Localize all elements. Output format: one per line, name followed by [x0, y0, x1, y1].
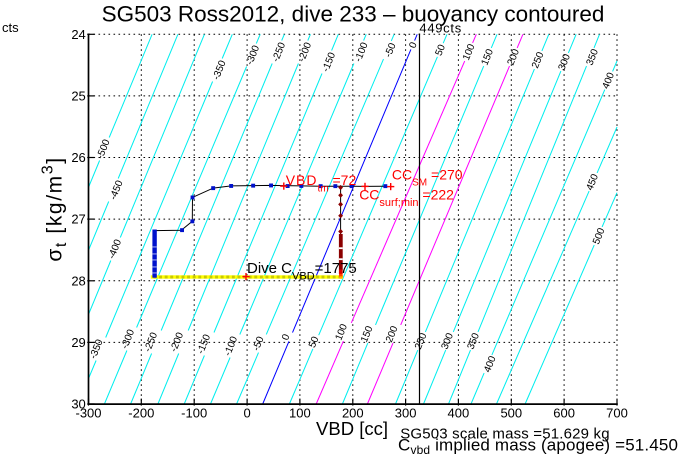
svg-text:27: 27 — [71, 212, 85, 227]
svg-text:-50: -50 — [383, 41, 399, 59]
svg-text:200: 200 — [342, 405, 364, 420]
svg-text:-50: -50 — [251, 335, 267, 353]
svg-text:449cts: 449cts — [419, 21, 462, 36]
svg-text:SG503 Ross2012, dive 233 – buo: SG503 Ross2012, dive 233 – buoyancy cont… — [102, 2, 605, 27]
svg-text:VBD [cc]: VBD [cc] — [316, 418, 388, 439]
svg-text:-300: -300 — [75, 405, 101, 420]
svg-text:50: 50 — [307, 335, 322, 350]
svg-text:30: 30 — [71, 397, 85, 412]
svg-text:500: 500 — [500, 405, 522, 420]
svg-text:28: 28 — [71, 273, 85, 288]
svg-text:SG503 scale mass =51.629 kg: SG503 scale mass =51.629 kg — [400, 425, 610, 442]
svg-text:24: 24 — [71, 27, 85, 42]
svg-text:700: 700 — [606, 405, 628, 420]
svg-text:26: 26 — [71, 150, 85, 165]
svg-text:600: 600 — [553, 405, 575, 420]
svg-text:-100: -100 — [181, 405, 207, 420]
svg-text:300: 300 — [395, 405, 417, 420]
svg-text:-200: -200 — [128, 405, 154, 420]
svg-text:0: 0 — [407, 40, 419, 50]
svg-text:0: 0 — [243, 405, 250, 420]
svg-text:cts: cts — [2, 20, 19, 35]
svg-text:25: 25 — [71, 89, 85, 104]
svg-text:400: 400 — [448, 405, 470, 420]
svg-text:29: 29 — [71, 335, 85, 350]
svg-text:Cvbd implied mass (apogee) =51: Cvbd implied mass (apogee) =51.450 — [398, 436, 678, 454]
svg-text:0: 0 — [280, 332, 292, 342]
svg-text:100: 100 — [289, 405, 311, 420]
svg-text:50: 50 — [434, 43, 449, 58]
